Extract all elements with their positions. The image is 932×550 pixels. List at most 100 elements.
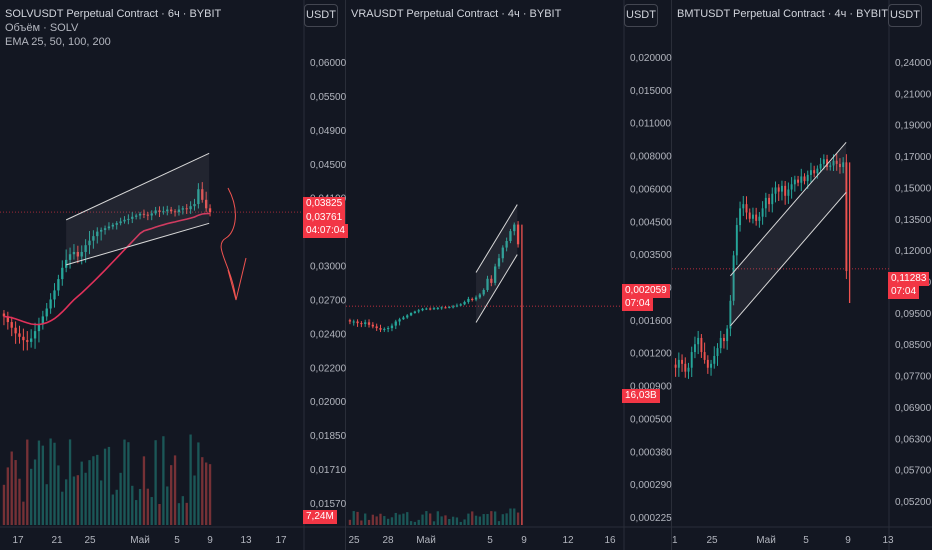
candle-body: [409, 312, 413, 316]
candle-body: [138, 213, 142, 216]
candle-body: [65, 259, 68, 268]
vra-chart-canvas[interactable]: 0,020000 0,015000 0,011000 0,008000 0,006000…: [346, 0, 672, 550]
y-tick-label: 0,02400: [310, 329, 346, 340]
y-tick-label: 0,05500: [310, 92, 346, 103]
candle-body: [371, 324, 374, 327]
candle-body: [719, 337, 722, 349]
volume-bar: [440, 516, 443, 525]
volume-bar: [513, 508, 516, 525]
candle-body: [386, 328, 390, 330]
candle-body: [732, 255, 735, 301]
volume-bar: [386, 518, 390, 525]
vra-legend: VRAUSDT Perpetual Contract · 4ч · BYBIT: [351, 7, 561, 21]
candle-body: [402, 317, 405, 320]
channel-lower-line: [475, 254, 518, 323]
volume-bar: [486, 513, 489, 525]
y-tick-label: 0,011000: [630, 119, 671, 130]
volume-bar: [119, 472, 122, 525]
y-tick-label: 0,000900: [630, 382, 672, 393]
candle-body: [448, 307, 451, 309]
volume-bar: [444, 515, 447, 525]
channel-upper-line: [730, 142, 847, 277]
channel-upper-line: [65, 152, 210, 221]
volume-bar: [482, 514, 485, 525]
candle-body: [677, 359, 680, 368]
x-tick-label: 9: [207, 535, 213, 546]
candle-body: [100, 229, 103, 232]
candle-body: [107, 226, 111, 229]
candle-body: [832, 160, 835, 166]
y-tick-label: 0,15000: [895, 183, 932, 194]
volume-bar: [127, 442, 130, 525]
solv-price-tag-top: 0,03825: [303, 197, 346, 211]
candle-body: [394, 321, 397, 326]
volume-bar: [455, 517, 459, 525]
y-tick-label: 0,03000: [310, 262, 346, 273]
candle-body: [706, 359, 709, 368]
y-tick-label: 0,04900: [310, 126, 346, 137]
volume-bar: [88, 460, 91, 525]
volume-bar: [111, 494, 114, 525]
channel-upper-line: [475, 204, 518, 273]
y-tick-label: 0,000225: [630, 513, 672, 524]
candle-body: [115, 223, 118, 225]
volume-bar: [103, 448, 107, 525]
volume-bar: [68, 439, 72, 525]
candle-body: [425, 308, 428, 310]
volume-bar: [61, 491, 64, 525]
volume-bar: [107, 446, 111, 525]
candle-body: [154, 210, 157, 214]
candle-body: [41, 316, 44, 325]
volume-bar: [72, 476, 76, 525]
solv-title: SOLVUSDT Perpetual Contract · 6ч · BYBIT: [5, 8, 222, 20]
candle-body: [197, 189, 200, 205]
chart-panel-bmt[interactable]: 0,24000 0,21000 0,19000 0,17000 0,15000 0,135…: [672, 0, 932, 550]
chart-panel-solv[interactable]: 0,060000,055000,049000,045000,041000,033…: [0, 0, 348, 550]
candle-body: [173, 211, 177, 213]
volume-bar: [375, 516, 378, 525]
x-tick-label: 21: [51, 535, 63, 546]
volume-bar: [135, 500, 138, 525]
volume-bar: [181, 496, 184, 525]
y-tick-label: 0,02200: [310, 363, 346, 374]
volume-bar: [197, 442, 200, 525]
vra-currency-button[interactable]: USDT: [624, 4, 658, 27]
volume-bar: [383, 516, 386, 525]
x-tick-label: 17: [275, 535, 287, 546]
bmt-chart-canvas[interactable]: 0,24000 0,21000 0,19000 0,17000 0,15000 0,135…: [672, 0, 932, 550]
volume-bar: [33, 459, 37, 525]
candle-body: [722, 337, 725, 342]
vra-volume-tag: 16,03B: [622, 389, 660, 403]
candle-body: [800, 176, 803, 183]
volume-bar: [436, 511, 439, 525]
candle-body: [710, 363, 713, 368]
volume-bar: [201, 457, 204, 525]
volume-bar: [402, 513, 405, 525]
x-tick-label: 21: [672, 535, 678, 546]
candle-body: [700, 337, 703, 353]
candle-body: [135, 215, 138, 217]
volume-bar: [356, 511, 359, 525]
candle-body: [181, 208, 184, 210]
solv-countdown: 04:07:04: [303, 224, 348, 238]
volume-bar: [467, 513, 470, 525]
volume-bar: [96, 454, 99, 525]
candle-body: [352, 321, 355, 323]
candle-body: [429, 308, 432, 310]
volume-bar: [425, 511, 428, 525]
candle-body: [842, 162, 845, 168]
volume-bar: [53, 442, 56, 525]
candle-body: [111, 224, 114, 227]
volume-bar: [92, 456, 95, 525]
volume-bar: [390, 517, 394, 525]
candle-body: [170, 209, 173, 212]
solv-ema-label: EMA 25, 50, 100, 200: [5, 36, 111, 48]
chart-panel-vra[interactable]: 0,020000 0,015000 0,011000 0,008000 0,006000…: [346, 0, 672, 550]
solv-chart-canvas[interactable]: 0,060000,055000,049000,045000,041000,033…: [0, 0, 346, 550]
volume-bar: [364, 513, 367, 525]
candle-body: [748, 212, 751, 219]
candle-body: [482, 289, 485, 295]
y-tick-label: 0,006000: [630, 184, 672, 195]
solv-currency-button[interactable]: USDT: [304, 4, 338, 27]
bmt-currency-button[interactable]: USDT: [888, 4, 922, 27]
